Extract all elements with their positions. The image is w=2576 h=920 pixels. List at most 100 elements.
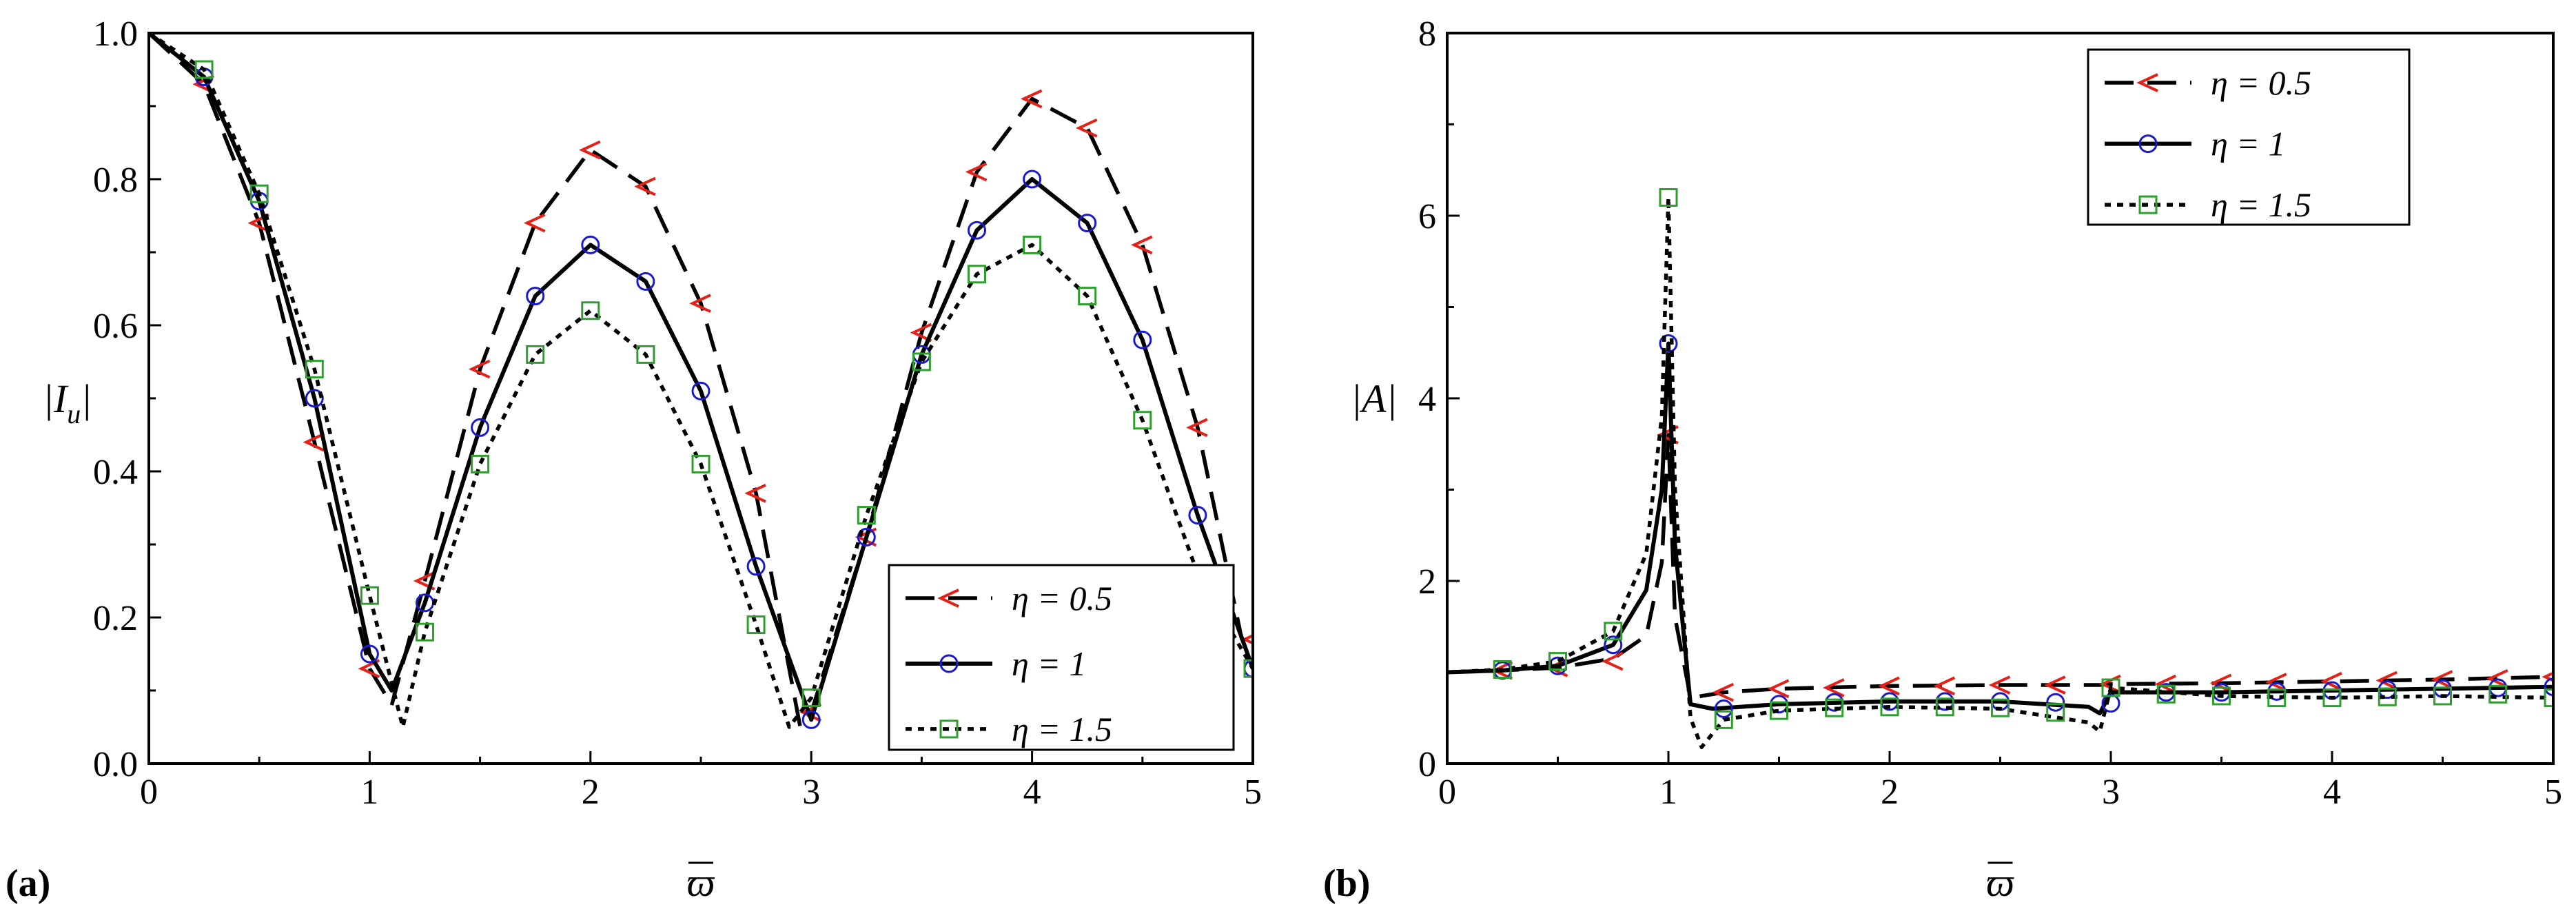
y-axis-label-main: |I (43, 376, 69, 421)
legend: η = 0.5 η = 1 η = 1.5 (888, 564, 1235, 751)
data-point (360, 586, 379, 605)
data-point (1604, 635, 1623, 655)
x-tick-label: 4 (2323, 773, 2341, 812)
x-tick-label: 0 (140, 773, 158, 812)
data-point (1241, 634, 1253, 645)
data-point (581, 235, 600, 254)
y-tick-label: 0.4 (93, 453, 138, 492)
x-tick-label: 3 (2102, 773, 2120, 812)
data-point (968, 265, 986, 284)
chart-panel-b: 0 1 2 3 4 5 0 2 4 6 8 ϖ |A| (b) η = 0.5 η = 1 η = 1.5 (1323, 14, 2562, 905)
data-point (1825, 698, 1844, 717)
x-tick-label: 1 (360, 773, 378, 812)
data-point (1548, 652, 1567, 671)
data-point (416, 622, 434, 642)
data-point (581, 301, 600, 320)
data-point (249, 184, 269, 203)
data-point (2542, 671, 2553, 682)
data-point (2378, 687, 2397, 706)
legend-label: η = 1 (2211, 125, 2286, 163)
data-point (2043, 675, 2066, 695)
data-point (2156, 684, 2176, 704)
y-tick-label: 0.0 (93, 745, 138, 784)
data-point (634, 176, 656, 196)
data-point (2431, 670, 2453, 689)
data-point (965, 162, 988, 182)
data-point (857, 527, 876, 546)
x-axis-label: ϖ (687, 860, 715, 905)
data-point (1822, 678, 1845, 697)
plot-frame (147, 32, 1254, 765)
data-point (1933, 676, 1956, 696)
legend-label: η = 1.5 (2211, 185, 2311, 224)
y-axis-label-sub: u (67, 398, 81, 429)
x-tick-label: 3 (802, 773, 820, 812)
panel-label: (a) (6, 862, 50, 905)
data-point (746, 615, 766, 635)
series-line (1447, 341, 2553, 716)
y-tick-label: 0.8 (93, 161, 138, 200)
data-point (1659, 188, 1678, 207)
data-point (526, 345, 545, 364)
data-point (968, 221, 986, 240)
data-point (1133, 411, 1152, 430)
legend-marker (2136, 73, 2158, 92)
data-point (691, 381, 711, 400)
data-point (1880, 697, 1899, 717)
data-point (2154, 674, 2177, 694)
data-point (579, 140, 601, 160)
y-tick-label: 6 (1418, 197, 1436, 236)
legend-label: η = 0.5 (2211, 63, 2311, 102)
data-point (2267, 688, 2287, 708)
data-point (471, 418, 490, 437)
data-point (1988, 675, 2011, 695)
data-point (2046, 693, 2065, 712)
data-point (1712, 682, 1735, 702)
data-point (1659, 334, 1678, 353)
data-point (1023, 235, 1042, 254)
legend-marker (937, 589, 959, 608)
legend-label: η = 1 (1012, 644, 1087, 683)
x-tick-label: 2 (582, 773, 600, 812)
series-0 (1447, 425, 2553, 702)
data-point (1020, 89, 1043, 109)
y-axis-label: |Iu| (43, 376, 92, 429)
data-point (1075, 118, 1098, 138)
data-point (1878, 676, 1900, 696)
data-point (746, 557, 766, 576)
x-tick-label: 4 (1023, 773, 1041, 812)
x-tick-label: 5 (2544, 773, 2562, 812)
y-tick-label: 0 (1418, 745, 1436, 784)
data-point (2320, 671, 2342, 691)
data-point (2101, 678, 2120, 697)
data-point (689, 294, 711, 314)
legend-marker (2138, 134, 2158, 154)
y-axis-label: |A| (1351, 376, 1397, 421)
legend-marker (939, 654, 959, 673)
x-tick-label: 2 (1881, 773, 1899, 812)
series-line (149, 33, 1253, 722)
legend-marker (2138, 195, 2158, 214)
data-point (1078, 287, 1097, 306)
data-point (523, 213, 546, 233)
data-point (912, 352, 931, 371)
data-point (910, 323, 932, 343)
y-tick-label: 2 (1418, 562, 1436, 602)
x-tick-label: 1 (1659, 773, 1677, 812)
data-point (1714, 699, 1733, 718)
data-point (1243, 659, 1253, 678)
panel-label: (b) (1323, 862, 1370, 905)
data-point (1078, 214, 1097, 233)
data-point (636, 272, 655, 291)
data-point (1601, 651, 1624, 671)
data-point (2544, 677, 2553, 697)
data-point (1770, 701, 1788, 720)
series-1 (1447, 334, 2553, 718)
data-point (2375, 671, 2398, 691)
data-point (2265, 673, 2287, 692)
data-point (360, 644, 379, 664)
y-tick-label: 0.2 (93, 599, 138, 638)
data-point (2433, 686, 2452, 706)
data-point (305, 360, 324, 379)
